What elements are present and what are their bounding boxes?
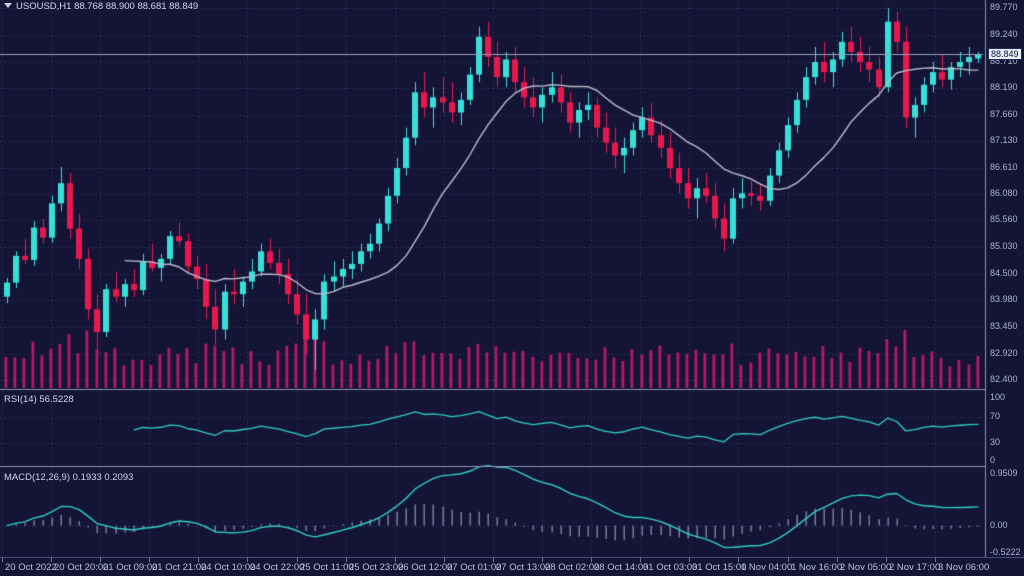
time-axis-tick: 20 Oct 2022 <box>5 562 57 573</box>
time-axis-tickmark <box>100 558 101 562</box>
time-axis-tick: 1 Nov 16:00 <box>791 562 843 573</box>
time-axis-tickmark <box>886 558 887 562</box>
time-axis-tickmark <box>51 558 52 562</box>
rsi-value: 56.5228 <box>39 394 74 405</box>
time-axis-tickmark <box>689 558 690 562</box>
time-axis-tickmark <box>837 558 838 562</box>
time-axis[interactable]: 20 Oct 2022 20 Oct 20:00 21 Oct 09:00 21 Oc… <box>0 557 1024 576</box>
time-axis-tickmark <box>2 558 3 562</box>
time-axis-tick: 1 Nov 04:00 <box>741 562 793 573</box>
time-axis-tick: 28 Oct 02:00 <box>545 562 600 573</box>
time-axis-tickmark <box>640 558 641 562</box>
time-axis-tick: 2 Nov 05:00 <box>840 562 892 573</box>
time-axis-tickmark <box>788 558 789 562</box>
time-axis-tickmark <box>738 558 739 562</box>
macd-header: MACD(12,26,9) 0.1933 0.2093 <box>4 472 133 483</box>
macd-value: 0.1933 <box>72 472 102 483</box>
time-axis-tickmark <box>346 558 347 562</box>
time-axis-tick: 21 Oct 21:00 <box>152 562 207 573</box>
rsi-label: RSI(14) <box>4 394 37 405</box>
time-axis-tickmark <box>444 558 445 562</box>
macd-signal-value: 0.2093 <box>104 472 134 483</box>
symbol-header[interactable]: USOUSD,H1 88.768 88.900 88.681 88.849 <box>4 1 198 12</box>
time-axis-tick: 28 Oct 14:00 <box>594 562 649 573</box>
time-axis-tick: 21 Oct 09:00 <box>103 562 158 573</box>
time-axis-tick: 3 Nov 06:00 <box>938 562 990 573</box>
time-axis-tick: 24 Oct 22:00 <box>250 562 305 573</box>
rsi-header: RSI(14) 56.5228 <box>4 394 74 405</box>
time-axis-tick: 31 Oct 03:00 <box>643 562 698 573</box>
symbol-header-label: USOUSD,H1 88.768 88.900 88.681 88.849 <box>16 1 199 12</box>
time-axis-tickmark <box>247 558 248 562</box>
time-axis-tickmark <box>149 558 150 562</box>
time-axis-tickmark <box>297 558 298 562</box>
time-axis-tickmark <box>493 558 494 562</box>
time-axis-tick: 20 Oct 20:00 <box>54 562 109 573</box>
time-axis-tickmark <box>198 558 199 562</box>
chevron-down-icon[interactable] <box>4 2 12 8</box>
time-axis-tick: 27 Oct 13:00 <box>496 562 551 573</box>
time-axis-tick: 2 Nov 17:00 <box>889 562 941 573</box>
time-axis-tickmark <box>591 558 592 562</box>
time-axis-tick: 24 Oct 10:00 <box>201 562 256 573</box>
time-axis-tick: 26 Oct 12:00 <box>398 562 453 573</box>
macd-label: MACD(12,26,9) <box>4 472 70 483</box>
time-axis-tickmark <box>542 558 543 562</box>
time-axis-tick: 31 Oct 15:00 <box>692 562 747 573</box>
time-axis-tickmark <box>935 558 936 562</box>
time-axis-tickmark <box>395 558 396 562</box>
time-axis-tick: 25 Oct 11:00 <box>300 562 354 573</box>
time-axis-tick: 27 Oct 01:00 <box>447 562 502 573</box>
time-axis-tick: 25 Oct 23:00 <box>349 562 404 573</box>
